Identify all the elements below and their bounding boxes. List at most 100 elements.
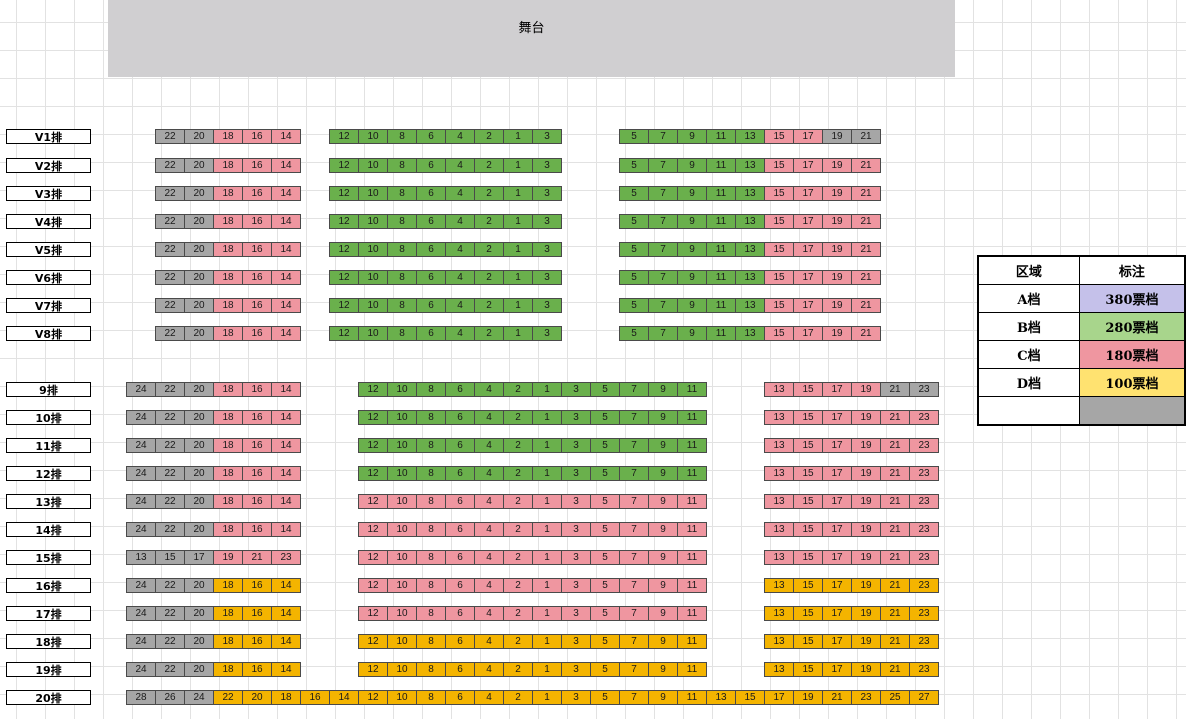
- seat[interactable]: 2: [503, 690, 533, 705]
- seat[interactable]: 20: [184, 410, 214, 425]
- seat[interactable]: 20: [184, 522, 214, 537]
- seat[interactable]: 15: [764, 186, 794, 201]
- seat[interactable]: 13: [706, 690, 736, 705]
- seat[interactable]: 4: [474, 690, 504, 705]
- seat[interactable]: 10: [358, 158, 388, 173]
- seat[interactable]: 8: [416, 466, 446, 481]
- seat[interactable]: 19: [213, 550, 243, 565]
- seat[interactable]: 22: [155, 578, 185, 593]
- seat[interactable]: 24: [126, 634, 156, 649]
- seat[interactable]: 22: [155, 494, 185, 509]
- seat[interactable]: 10: [358, 326, 388, 341]
- seat[interactable]: 12: [358, 578, 388, 593]
- seat[interactable]: 19: [851, 410, 881, 425]
- seat[interactable]: 21: [880, 522, 910, 537]
- seat[interactable]: 7: [619, 494, 649, 509]
- seat[interactable]: 22: [155, 634, 185, 649]
- seat[interactable]: 24: [126, 578, 156, 593]
- seat[interactable]: 12: [329, 270, 359, 285]
- seat[interactable]: 8: [416, 438, 446, 453]
- seat[interactable]: 16: [242, 606, 272, 621]
- seat[interactable]: 2: [503, 466, 533, 481]
- seat[interactable]: 14: [271, 298, 301, 313]
- seat[interactable]: 20: [184, 214, 214, 229]
- seat[interactable]: 6: [445, 438, 475, 453]
- seat[interactable]: 14: [271, 466, 301, 481]
- seat[interactable]: 19: [822, 186, 852, 201]
- seat[interactable]: 15: [793, 438, 823, 453]
- seat[interactable]: 20: [184, 662, 214, 677]
- seat[interactable]: 9: [648, 606, 678, 621]
- seat[interactable]: 13: [735, 270, 765, 285]
- seat[interactable]: 17: [822, 578, 852, 593]
- seat[interactable]: 22: [213, 690, 243, 705]
- seat[interactable]: 2: [503, 578, 533, 593]
- seat[interactable]: 13: [764, 494, 794, 509]
- seat[interactable]: 16: [242, 410, 272, 425]
- seat[interactable]: 21: [242, 550, 272, 565]
- seat[interactable]: 15: [793, 494, 823, 509]
- seat[interactable]: 20: [184, 634, 214, 649]
- seat[interactable]: 3: [532, 158, 562, 173]
- seat[interactable]: 6: [416, 298, 446, 313]
- seat[interactable]: 3: [561, 578, 591, 593]
- seat[interactable]: 27: [909, 690, 939, 705]
- seat[interactable]: 22: [155, 158, 185, 173]
- seat[interactable]: 7: [619, 438, 649, 453]
- seat[interactable]: 23: [851, 690, 881, 705]
- seat[interactable]: 2: [474, 326, 504, 341]
- seat[interactable]: 21: [880, 466, 910, 481]
- seat[interactable]: 23: [909, 494, 939, 509]
- seat[interactable]: 16: [242, 129, 272, 144]
- seat[interactable]: 13: [764, 438, 794, 453]
- seat[interactable]: 6: [416, 129, 446, 144]
- seat[interactable]: 19: [851, 662, 881, 677]
- seat[interactable]: 11: [677, 634, 707, 649]
- seat[interactable]: 3: [561, 494, 591, 509]
- seat[interactable]: 18: [213, 158, 243, 173]
- seat[interactable]: 18: [213, 662, 243, 677]
- seat[interactable]: 14: [271, 270, 301, 285]
- seat[interactable]: 9: [648, 578, 678, 593]
- seat[interactable]: 23: [909, 662, 939, 677]
- seat[interactable]: 8: [387, 214, 417, 229]
- seat[interactable]: 5: [590, 690, 620, 705]
- seat[interactable]: 10: [358, 214, 388, 229]
- seat[interactable]: 17: [184, 550, 214, 565]
- seat[interactable]: 10: [358, 242, 388, 257]
- seat[interactable]: 13: [735, 129, 765, 144]
- seat[interactable]: 4: [474, 522, 504, 537]
- seat[interactable]: 20: [184, 129, 214, 144]
- seat[interactable]: 16: [242, 298, 272, 313]
- seat[interactable]: 17: [793, 129, 823, 144]
- seat[interactable]: 28: [126, 690, 156, 705]
- seat[interactable]: 15: [735, 690, 765, 705]
- seat[interactable]: 5: [619, 186, 649, 201]
- seat[interactable]: 3: [532, 214, 562, 229]
- seat[interactable]: 5: [590, 522, 620, 537]
- seat[interactable]: 11: [677, 578, 707, 593]
- seat[interactable]: 15: [764, 298, 794, 313]
- seat[interactable]: 19: [851, 466, 881, 481]
- seat[interactable]: 14: [271, 326, 301, 341]
- seat[interactable]: 23: [909, 550, 939, 565]
- seat[interactable]: 11: [677, 438, 707, 453]
- seat[interactable]: 24: [126, 382, 156, 397]
- seat[interactable]: 11: [677, 522, 707, 537]
- seat[interactable]: 9: [677, 242, 707, 257]
- seat[interactable]: 6: [416, 326, 446, 341]
- seat[interactable]: 7: [619, 578, 649, 593]
- seat[interactable]: 12: [329, 158, 359, 173]
- seat[interactable]: 1: [503, 158, 533, 173]
- seat[interactable]: 11: [677, 550, 707, 565]
- seat[interactable]: 9: [648, 494, 678, 509]
- seat[interactable]: 13: [735, 158, 765, 173]
- seat[interactable]: 20: [184, 578, 214, 593]
- seat[interactable]: 22: [155, 522, 185, 537]
- seat[interactable]: 1: [532, 438, 562, 453]
- seat[interactable]: 17: [822, 634, 852, 649]
- seat[interactable]: 24: [126, 662, 156, 677]
- seat[interactable]: 14: [329, 690, 359, 705]
- seat[interactable]: 22: [155, 270, 185, 285]
- seat[interactable]: 7: [619, 410, 649, 425]
